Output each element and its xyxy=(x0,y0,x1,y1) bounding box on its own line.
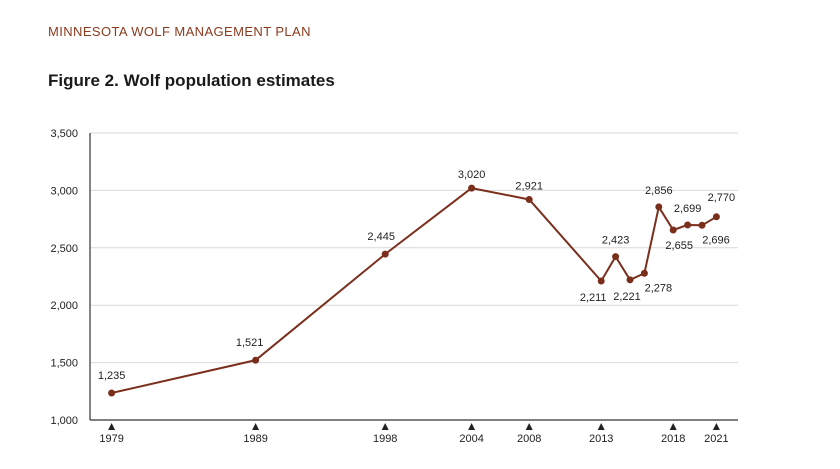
y-tick-label: 2,000 xyxy=(50,300,78,312)
data-point xyxy=(712,213,720,221)
data-point xyxy=(684,221,692,229)
axis-layer: 1,000 1,500 2,000 2,500 3,000 3,500 1979 1989 19… xyxy=(50,128,738,445)
y-tick-label: 1,500 xyxy=(50,358,78,370)
data-point xyxy=(597,277,605,285)
data-label: 2,696 xyxy=(702,234,730,246)
x-tick-label: 1989 xyxy=(243,433,267,445)
x-tick-marker xyxy=(381,423,389,430)
data-label: 2,655 xyxy=(665,240,693,252)
grid-layer xyxy=(90,132,738,364)
data-label: 2,211 xyxy=(580,292,607,304)
data-label: 2,221 xyxy=(613,291,641,303)
y-tick-label: 3,000 xyxy=(50,185,78,197)
data-label: 2,423 xyxy=(602,235,630,247)
data-point xyxy=(640,269,648,277)
data-label: 2,921 xyxy=(515,180,543,192)
x-tick-marker xyxy=(108,423,116,430)
data-point xyxy=(468,184,476,192)
x-tick-marker xyxy=(597,423,605,430)
data-label: 1,521 xyxy=(236,337,264,349)
x-tick-label: 1998 xyxy=(373,433,397,445)
data-point xyxy=(108,389,116,397)
data-point xyxy=(669,226,677,234)
data-label: 2,445 xyxy=(367,231,395,243)
data-label: 2,770 xyxy=(708,192,736,204)
data-label: 2,278 xyxy=(645,282,673,294)
data-point xyxy=(252,356,260,364)
figure-title: Figure 2. Wolf population estimates xyxy=(48,71,335,90)
x-tick-label: 2021 xyxy=(704,433,728,445)
y-tick-label: 1,000 xyxy=(50,415,78,427)
data-point xyxy=(655,203,663,211)
x-tick-label: 1979 xyxy=(99,433,123,445)
data-point xyxy=(612,253,620,261)
x-tick-label: 2018 xyxy=(661,433,685,445)
x-tick-label: 2004 xyxy=(459,433,483,445)
data-label-layer: 1,235 1,521 2,445 3,020 2,921 2,211 2,423 2,221… xyxy=(98,169,735,382)
y-tick-label: 2,500 xyxy=(50,243,78,255)
data-label: 1,235 xyxy=(98,370,126,382)
x-tick-marker xyxy=(252,423,260,430)
data-label: 2,856 xyxy=(645,185,673,197)
x-tick-marker xyxy=(669,423,677,430)
data-point xyxy=(381,250,389,258)
y-tick-label: 3,500 xyxy=(50,128,78,140)
x-tick-marker xyxy=(468,423,476,430)
data-label: 2,699 xyxy=(674,203,702,215)
data-point xyxy=(698,221,706,229)
x-tick-marker xyxy=(525,423,533,430)
data-point xyxy=(525,195,533,203)
x-tick-marker xyxy=(712,423,720,430)
x-tick-label: 2013 xyxy=(589,433,613,445)
data-label: 3,020 xyxy=(458,169,486,181)
document-header: MINNESOTA WOLF MANAGEMENT PLAN xyxy=(48,24,311,39)
data-point xyxy=(626,276,634,284)
x-tick-label: 2008 xyxy=(517,433,541,445)
series-layer xyxy=(108,184,720,397)
